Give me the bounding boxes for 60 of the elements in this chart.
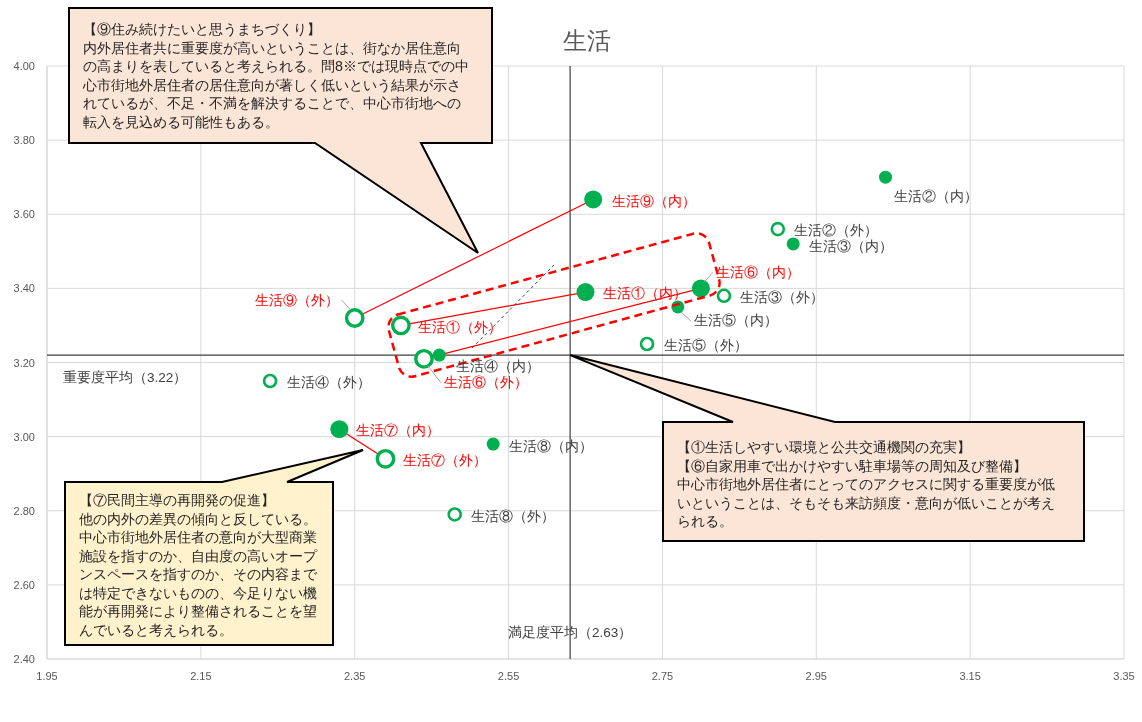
annotation: 生活④（外） (287, 374, 372, 390)
annotation: 生活④（内） (456, 358, 541, 374)
annotation: 【⑦民間主導の再開発の促進】 (79, 491, 276, 510)
x-tick-label: 2.55 (497, 670, 520, 682)
ref-line-label: 重要度平均（3.22） (63, 369, 188, 385)
annotation: 生活①（外） (417, 319, 502, 335)
annotation: 生活⑤（外） (664, 338, 749, 354)
annotation: 内外居住者共に重要度が高いということは、街なか居住意向の高まりを表していると考えられる。問8※では現時点での中心市街地外居住者の居住意向が著しく低いという結果が示されているが、不足・不満を解決することで、中心市街地への転入を見込める可能性もある。 (83, 38, 470, 131)
annotation: 生活①（内） (602, 285, 687, 301)
y-tick-label: 3.60 (13, 208, 35, 221)
y-tick-label: 3.40 (13, 282, 35, 295)
annotation: 生活⑦（外） (403, 453, 488, 469)
y-tick-label: 2.60 (13, 578, 35, 591)
point (432, 348, 446, 362)
x-tick-label: 2.95 (805, 670, 827, 682)
point (576, 283, 595, 302)
point (262, 373, 278, 389)
point (716, 288, 732, 304)
x-tick-label: 3.15 (959, 670, 981, 682)
point (447, 507, 463, 522)
annotation: 【①生活しやすい環境と公共交通機関の充実】 (677, 438, 972, 457)
point (691, 279, 710, 298)
y-tick-label: 2.80 (13, 504, 35, 517)
y-tick-label: 2.40 (13, 653, 35, 665)
annotation: 中心市街地外居住者にとってのアクセスに関する重要度が低いということは、そもそも来訪頻度・意向が低いことが考えられる。 (677, 475, 1056, 531)
point (770, 221, 786, 237)
annotation: 生活②（内） (893, 188, 978, 204)
y-tick-label: 3.80 (13, 134, 35, 147)
y-tick-label: 4.00 (13, 60, 35, 72)
annotation: 【⑥自家用車で出かけやすい駐車場等の周知及び整備】 (677, 456, 1028, 475)
chart-title: 生活 (562, 27, 611, 54)
point (786, 237, 800, 251)
x-tick-label: 1.95 (36, 670, 58, 682)
annotation: 生活⑨（外） (254, 292, 339, 308)
point (375, 448, 396, 469)
annotation: 生活⑨（内） (612, 193, 697, 209)
x-tick-label: 3.35 (1113, 670, 1135, 682)
annotation: 生活③（内） (809, 239, 894, 255)
annotation: 生活③（外） (739, 290, 824, 306)
point (330, 420, 349, 439)
point (879, 170, 893, 184)
text: 【⑨住み続けたいと思うまちづくり】 (83, 20, 322, 39)
annotation: 他の内外の差異の傾向と反している。中心市街地外居住者の意向が大型商業施設を指すのか、自由度の高いオープンスペースを指すのか、その内容までは特定できないものの、今足りない機能が再開発により整備されることを望んでいると考えられる。 (79, 509, 319, 639)
annotation: 生活⑦（内） (356, 422, 441, 438)
point (584, 190, 603, 209)
annotation: 生活②（外） (793, 222, 878, 238)
x-tick-label: 2.75 (651, 670, 674, 682)
point (639, 336, 655, 352)
annotation: 生活⑤（内） (693, 313, 778, 329)
x-tick-label: 2.15 (190, 670, 212, 682)
annotation: 生活⑥（外） (443, 375, 528, 391)
y-tick-label: 3.20 (13, 356, 35, 369)
point (486, 437, 500, 451)
point (390, 315, 411, 336)
annotation: 生活⑧（外） (470, 508, 555, 524)
x-tick-label: 2.35 (344, 670, 366, 682)
point (344, 308, 365, 328)
y-tick-label: 3.00 (13, 430, 35, 443)
annotation: 生活⑥（内） (715, 264, 800, 280)
point (414, 348, 434, 369)
